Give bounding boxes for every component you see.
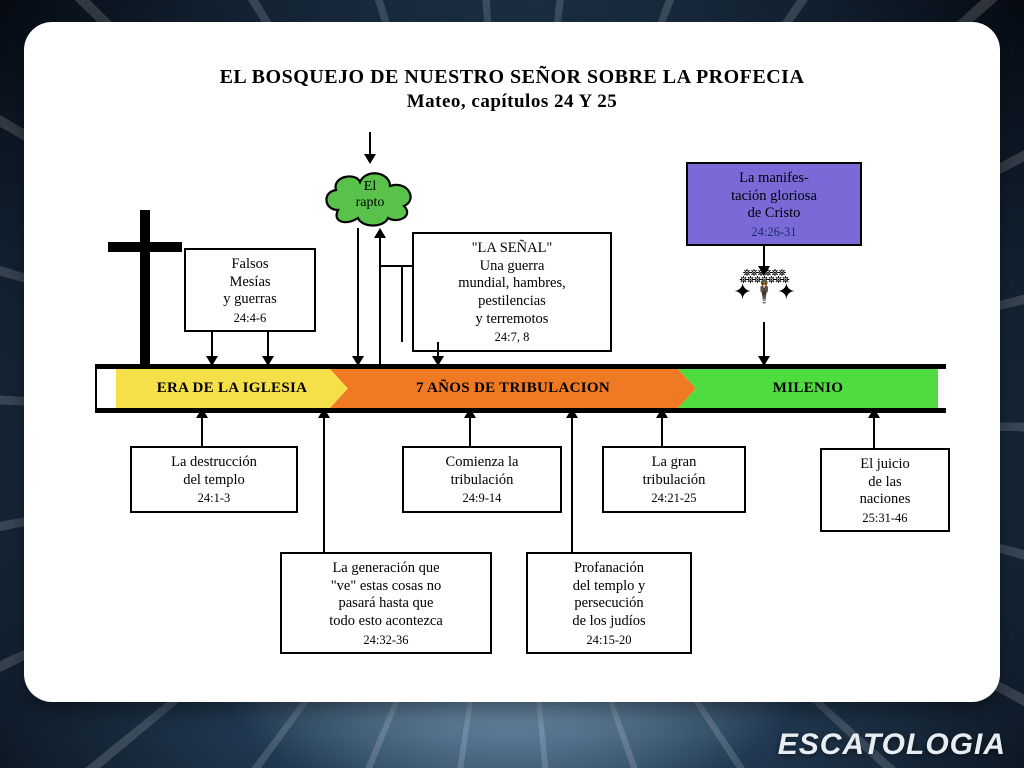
cross-icon	[108, 242, 182, 252]
timeline-rail-bot	[96, 408, 946, 413]
info-box-line: del templo y	[536, 578, 682, 596]
info-box-gloriosa: La manifes-tación gloriosade Cristo 24:26…	[686, 162, 862, 246]
info-box-gran: La grantribulación24:21-25	[602, 446, 746, 513]
arrowhead-icon	[364, 154, 376, 164]
info-box-line: del templo	[140, 472, 288, 490]
scripture-ref: 24:7, 8	[422, 330, 602, 345]
scripture-ref: 25:31-46	[830, 511, 940, 526]
cross-icon	[140, 210, 150, 366]
info-box-profanacion: Profanacióndel templo ypersecuciónde los…	[526, 552, 692, 654]
arrowhead-icon	[318, 408, 330, 418]
arrowhead-icon	[656, 408, 668, 418]
info-box-line: Una guerra	[422, 258, 602, 276]
connector-line	[380, 265, 412, 267]
info-box-line: mundial, hambres,	[422, 275, 602, 293]
connector-line	[873, 413, 875, 448]
arrowhead-icon	[758, 356, 770, 366]
info-box-line: de los judíos	[536, 613, 682, 631]
info-box-line: tación gloriosa	[696, 188, 852, 206]
diagram-title: EL BOSQUEJO DE NUESTRO SEÑOR SOBRE LA PR…	[24, 66, 1000, 113]
info-box-line: naciones	[830, 491, 940, 509]
arrowhead-icon	[374, 228, 386, 238]
connector-line	[571, 413, 573, 552]
arrowhead-icon	[464, 408, 476, 418]
timeline-segment-era: ERA DE LA IGLESIA	[116, 369, 348, 408]
info-box-line: La destrucción	[140, 454, 288, 472]
diagram-card: EL BOSQUEJO DE NUESTRO SEÑOR SOBRE LA PR…	[24, 22, 1000, 702]
info-box-line: tribulación	[612, 472, 736, 490]
diagram-stage: EL BOSQUEJO DE NUESTRO SEÑOR SOBRE LA PR…	[24, 22, 1000, 702]
info-box-line: Comienza la	[412, 454, 552, 472]
info-box-falsos: FalsosMesíasy guerras 24:4-6	[184, 248, 316, 332]
watermark-text: ESCATOLOGIA	[778, 728, 1006, 762]
scripture-ref: 24:4-6	[194, 311, 306, 326]
info-box-comienza: Comienza latribulación24:9-14	[402, 446, 562, 513]
timeline-rail-top	[96, 364, 946, 369]
connector-line	[401, 266, 403, 342]
info-box-destruccion: La destruccióndel templo24:1-3	[130, 446, 298, 513]
scripture-ref: 24:26-31	[696, 225, 852, 240]
info-box-line: pasará hasta que	[290, 595, 482, 613]
timeline-segment-mil: MILENIO	[678, 369, 938, 408]
cloud-label-2: rapto	[356, 195, 385, 210]
connector-line	[323, 413, 325, 552]
timeline-segment-trib: 7 AÑOS DE TRIBULACION	[330, 369, 696, 408]
info-box-line: de Cristo	[696, 205, 852, 223]
scripture-ref: 24:21-25	[612, 491, 736, 506]
rapture-cloud: El rapto	[318, 162, 422, 228]
arrowhead-icon	[758, 266, 770, 276]
connector-line	[379, 234, 381, 364]
arrowhead-icon	[262, 356, 274, 366]
arrowhead-icon	[352, 356, 364, 366]
connector-line	[357, 228, 359, 364]
info-box-line: El juicio	[830, 456, 940, 474]
arrowhead-icon	[196, 408, 208, 418]
info-box-juicio: El juiciode lasnaciones 25:31-46	[820, 448, 950, 532]
scripture-ref: 24:1-3	[140, 491, 288, 506]
scripture-ref: 24:32-36	[290, 633, 482, 648]
scripture-ref: 24:15-20	[536, 633, 682, 648]
info-box-line: tribulación	[412, 472, 552, 490]
connector-line	[95, 364, 97, 413]
info-box-line: Falsos	[194, 256, 306, 274]
info-box-senal: "LA SEÑAL"Una guerramundial, hambres,pes…	[412, 232, 612, 352]
info-box-line: persecución	[536, 595, 682, 613]
info-box-line: Profanación	[536, 560, 682, 578]
info-box-line: de las	[830, 474, 940, 492]
arrowhead-icon	[206, 356, 218, 366]
info-box-line: "LA SEÑAL"	[422, 240, 602, 258]
arrowhead-icon	[432, 356, 444, 366]
scripture-ref: 24:9-14	[412, 491, 552, 506]
info-box-line: La gran	[612, 454, 736, 472]
info-box-line: pestilencias	[422, 293, 602, 311]
arrowhead-icon	[868, 408, 880, 418]
info-box-generacion: La generación que"ve" estas cosas nopasa…	[280, 552, 492, 654]
title-line-1: EL BOSQUEJO DE NUESTRO SEÑOR SOBRE LA PR…	[24, 66, 1000, 89]
info-box-line: "ve" estas cosas no	[290, 578, 482, 596]
info-box-line: La manifes-	[696, 170, 852, 188]
info-box-line: y terremotos	[422, 311, 602, 329]
info-box-line: La generación que	[290, 560, 482, 578]
info-box-line: Mesías	[194, 274, 306, 292]
info-box-line: y guerras	[194, 291, 306, 309]
info-box-line: todo esto acontezca	[290, 613, 482, 631]
title-line-2: Mateo, capítulos 24 Y 25	[24, 91, 1000, 113]
arrowhead-icon	[566, 408, 578, 418]
cloud-label-1: El	[364, 179, 376, 194]
